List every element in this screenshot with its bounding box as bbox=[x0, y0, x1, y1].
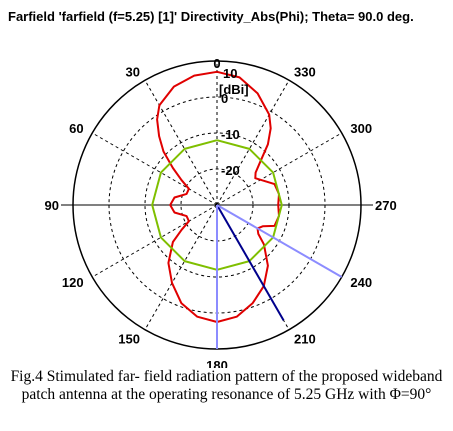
angle-label: 90 bbox=[45, 198, 59, 213]
angle-label: 330 bbox=[294, 65, 316, 80]
grid-spoke bbox=[144, 80, 218, 206]
angle-label: 120 bbox=[62, 275, 84, 290]
angle-label: 60 bbox=[69, 121, 83, 136]
grid-spoke bbox=[216, 80, 290, 206]
grid-spoke bbox=[144, 204, 218, 330]
angle-label: 240 bbox=[350, 275, 372, 290]
marker-layer bbox=[216, 204, 343, 349]
marker-line-1 bbox=[216, 204, 285, 321]
caption-line-1: Fig.4 Stimulated far- field radiation pa… bbox=[10, 368, 443, 385]
angle-label: 0 bbox=[213, 56, 220, 71]
radial-tick-label: -10 bbox=[221, 127, 240, 142]
marker-line-2 bbox=[216, 204, 343, 278]
chart-title: Farfield 'farfield (f=5.25) [1]' Directi… bbox=[8, 9, 414, 24]
grid-spoke bbox=[216, 132, 342, 206]
caption-line-2: patch antenna at the operating resonance… bbox=[21, 386, 432, 403]
radial-unit-label: [dBi] bbox=[219, 82, 249, 97]
angle-label: 300 bbox=[350, 121, 372, 136]
angle-label: 210 bbox=[294, 331, 316, 346]
angle-label: 180 bbox=[206, 358, 228, 368]
angle-label: 150 bbox=[118, 331, 140, 346]
grid-spoke bbox=[92, 132, 218, 206]
radial-tick-label: -20 bbox=[221, 163, 240, 178]
grid-spoke bbox=[92, 204, 218, 278]
angle-label: 270 bbox=[375, 198, 397, 213]
figure-caption: Fig.4 Stimulated far- field radiation pa… bbox=[0, 368, 453, 404]
series-line-1 bbox=[156, 70, 280, 323]
radial-tick-label: 10 bbox=[223, 66, 237, 81]
radial-tick-label: 0 bbox=[221, 91, 228, 106]
angle-label: 30 bbox=[126, 65, 140, 80]
label-layer: 030609012015018021024027030033010[dBi]0-… bbox=[45, 56, 397, 368]
polar-chart: Farfield 'farfield (f=5.25) [1]' Directi… bbox=[8, 9, 414, 368]
